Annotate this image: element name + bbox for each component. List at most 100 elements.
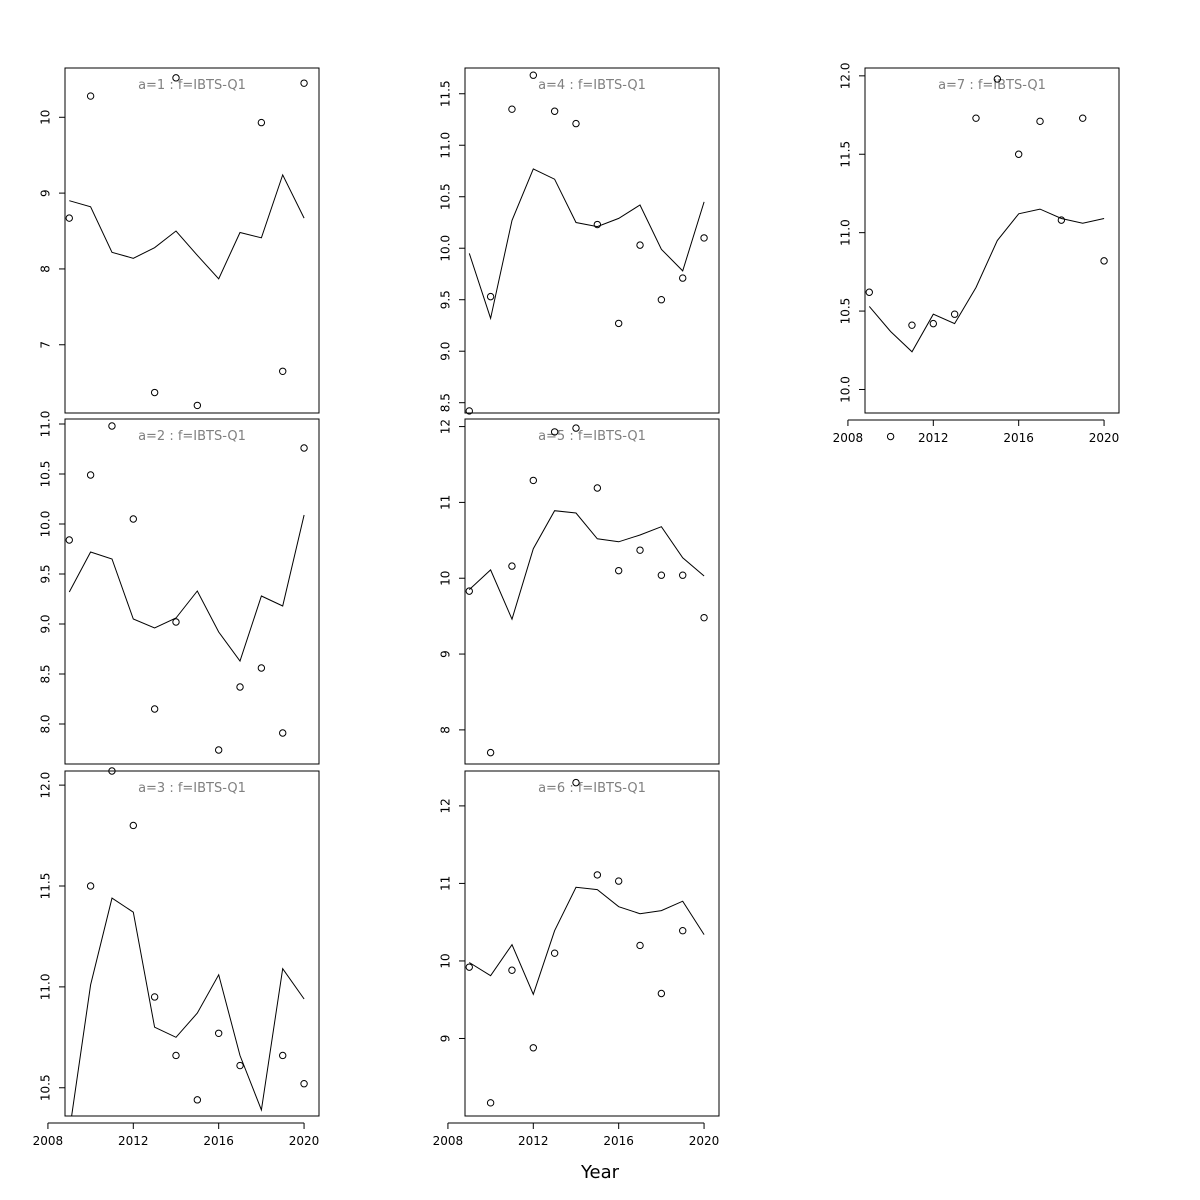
y-tick-label: 9.5 <box>439 290 453 309</box>
y-tick-label: 8 <box>439 726 453 734</box>
y-tick-label: 12.0 <box>39 772 53 799</box>
observed-point <box>529 476 538 485</box>
observed-point <box>65 536 73 544</box>
x-tick-label: 2012 <box>918 431 949 445</box>
x-tick-label: 2020 <box>289 1134 320 1148</box>
fitted-line <box>468 168 705 321</box>
y-tick-label: 8.0 <box>39 714 53 733</box>
observed-point <box>1014 150 1023 158</box>
plot-frame <box>464 770 720 1117</box>
x-axis-label: Year <box>580 1162 620 1183</box>
y-tick-label: 8 <box>39 265 53 273</box>
y-tick-label: 8.5 <box>439 393 453 412</box>
panel-title: a=7 : f=IBTS-Q1 <box>938 78 1046 93</box>
observed-point <box>86 92 95 100</box>
observed-point <box>614 566 623 575</box>
observed-point <box>65 214 73 222</box>
y-tick-label: 11 <box>439 876 453 891</box>
observed-point <box>550 428 559 436</box>
x-tick-label: 2008 <box>33 1134 64 1148</box>
observed-point <box>593 871 602 879</box>
observed-point <box>636 941 644 950</box>
panel-3: 10.5 11.0 11.5 12.0 2008 2012 2016 2020 a=3 : f=… <box>33 767 320 1148</box>
panel-title: a=2 : f=IBTS-Q1 <box>138 429 246 444</box>
x-tick-label: 2012 <box>118 1134 149 1148</box>
y-tick-label: 9 <box>39 189 53 197</box>
observed-point <box>172 618 180 626</box>
x-tick-label: 2020 <box>1089 431 1120 445</box>
panel-title: a=1 : f=IBTS-Q1 <box>138 78 246 93</box>
y-tick-label: 9.5 <box>39 564 53 583</box>
observed-point <box>865 288 873 296</box>
y-tick-label: 11.0 <box>439 132 453 159</box>
fitted-line <box>868 208 1105 353</box>
y-tick-label: 11.5 <box>439 80 453 107</box>
fitted-line <box>71 897 305 1116</box>
observed-point <box>657 571 666 579</box>
y-tick-label: 11.5 <box>839 141 853 168</box>
observed-point <box>108 767 116 775</box>
y-tick-label: 12 <box>439 419 453 434</box>
observed-point <box>572 119 580 128</box>
plot-frame <box>64 770 320 1117</box>
observed-point <box>657 296 666 304</box>
y-tick-label: 10.5 <box>839 298 853 325</box>
panel-5: 8 9 10 11 12 a=5 : f=IBTS-Q1 <box>439 418 720 765</box>
observed-point <box>700 613 708 622</box>
y-tick-label: 12.0 <box>839 62 853 89</box>
observed-point <box>172 1051 180 1060</box>
x-tick-label: 2016 <box>203 1134 234 1148</box>
observed-point <box>657 989 666 998</box>
observed-point <box>300 79 308 87</box>
observed-point <box>193 1096 202 1104</box>
observed-point <box>465 587 473 595</box>
observed-point <box>150 705 159 713</box>
y-tick-label: 8.5 <box>39 664 53 683</box>
observed-point <box>679 274 687 282</box>
panel-title: a=3 : f=IBTS-Q1 <box>138 781 246 796</box>
panel-6: 9 10 11 12 2008 2012 2016 2020 a=6 : f=IBTS-Q1 <box>433 770 720 1148</box>
observed-point <box>257 664 266 672</box>
observed-point <box>508 562 516 570</box>
fitted-line <box>469 886 705 996</box>
x-tick-label: 2020 <box>689 1134 720 1148</box>
observed-point <box>929 319 938 328</box>
observed-point <box>214 746 223 754</box>
y-tick-label: 11.0 <box>39 974 53 1001</box>
plot-frame <box>464 418 720 765</box>
y-tick-label: 11.5 <box>39 873 53 900</box>
plot-frame <box>864 67 1120 414</box>
panel-title: a=6 : f=IBTS-Q1 <box>538 781 646 796</box>
observed-point <box>1057 216 1066 224</box>
observed-point <box>300 1080 308 1088</box>
observed-point <box>886 432 895 441</box>
observed-point <box>465 407 473 415</box>
y-tick-label: 9.0 <box>439 342 453 361</box>
observed-point <box>614 877 623 885</box>
panel-7: 10.0 10.5 11.0 11.5 12.0 2008 2012 2016 2020 a=7 … <box>833 62 1120 445</box>
observed-point <box>679 927 687 935</box>
y-tick-label: 9 <box>439 650 453 658</box>
y-tick-label: 11 <box>439 495 453 510</box>
y-tick-label: 10.0 <box>439 235 453 262</box>
observed-point <box>257 118 266 127</box>
y-tick-label: 10 <box>439 571 453 586</box>
observed-point <box>193 401 202 410</box>
observed-point <box>300 444 308 452</box>
observed-point <box>593 220 602 229</box>
x-tick-label: 2008 <box>433 1134 464 1148</box>
y-tick-label: 12 <box>439 798 453 813</box>
y-tick-label: 9.0 <box>39 614 53 633</box>
observed-point <box>129 821 138 830</box>
observed-point <box>550 949 559 957</box>
observed-point <box>550 107 559 115</box>
observed-point <box>279 367 287 375</box>
fitted-line <box>68 514 305 663</box>
observed-point <box>679 571 687 579</box>
panel-1: 7 8 9 10 a=1 : f=IBTS-Q1 <box>39 67 320 414</box>
observed-point <box>636 546 644 554</box>
observed-point <box>572 778 580 787</box>
y-tick-label: 9 <box>439 1035 453 1043</box>
observed-point <box>279 729 287 737</box>
